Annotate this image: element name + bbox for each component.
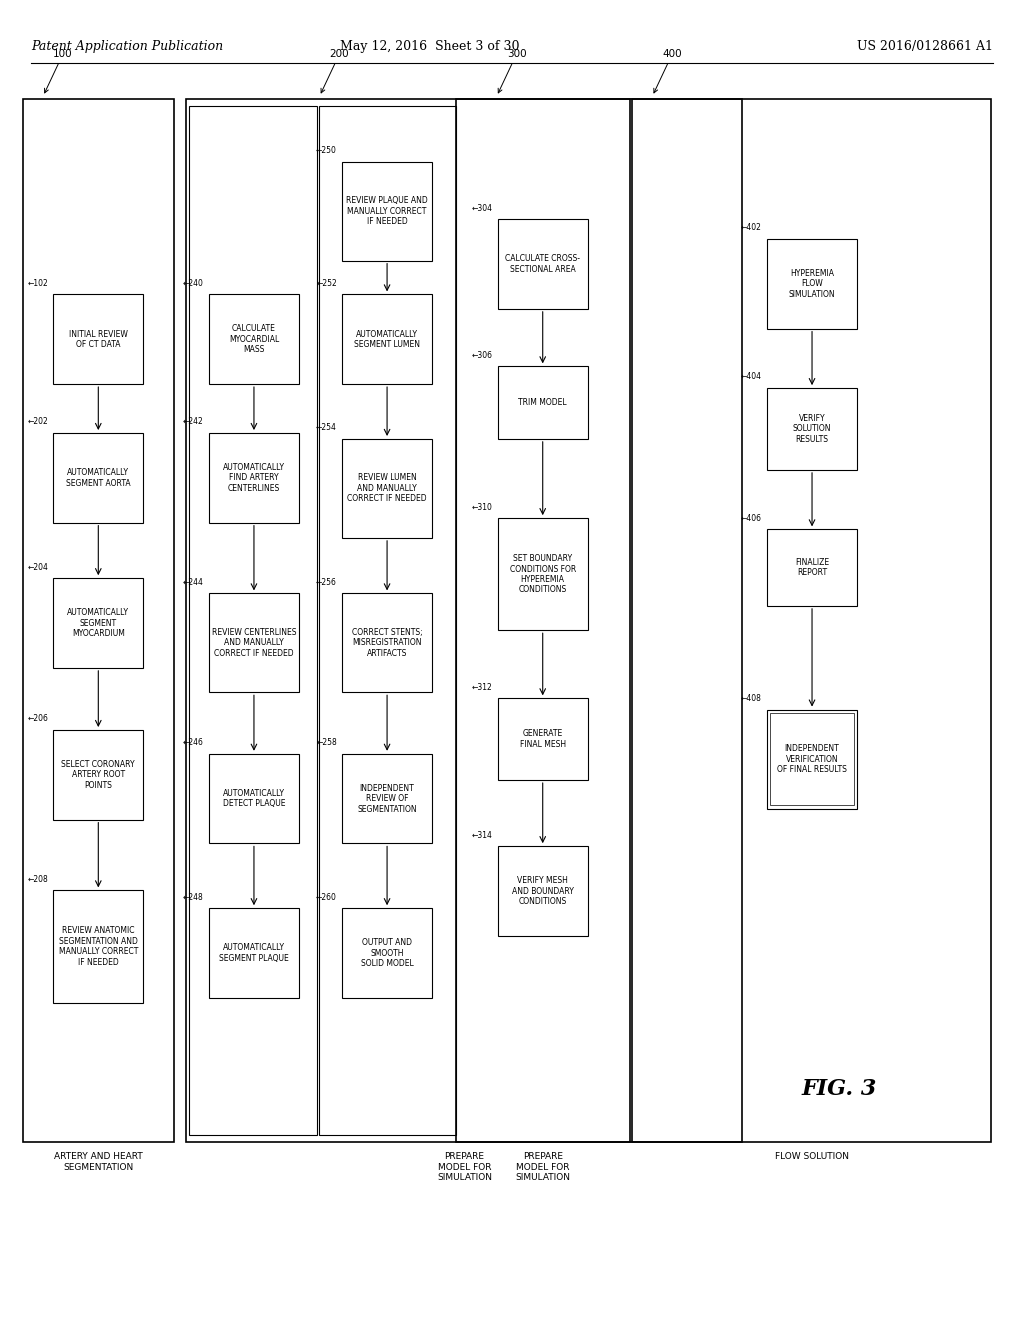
Text: REVIEW LUMEN
AND MANUALLY
CORRECT IF NEEDED: REVIEW LUMEN AND MANUALLY CORRECT IF NEE… <box>347 474 427 503</box>
Text: ←310: ←310 <box>472 503 493 512</box>
Text: AUTOMATICALLY
SEGMENT
MYOCARDIUM: AUTOMATICALLY SEGMENT MYOCARDIUM <box>68 609 129 638</box>
Text: GENERATE
FINAL MESH: GENERATE FINAL MESH <box>519 730 566 748</box>
Text: ←306: ←306 <box>471 351 493 359</box>
Text: ←244: ←244 <box>183 578 204 586</box>
Text: FINALIZE
REPORT: FINALIZE REPORT <box>795 558 829 577</box>
Text: ←406: ←406 <box>740 513 762 523</box>
Text: INDEPENDENT
VERIFICATION
OF FINAL RESULTS: INDEPENDENT VERIFICATION OF FINAL RESULT… <box>777 744 847 774</box>
Text: ←404: ←404 <box>740 372 762 381</box>
Text: CALCULATE CROSS-
SECTIONAL AREA: CALCULATE CROSS- SECTIONAL AREA <box>505 255 581 273</box>
Text: ←102: ←102 <box>28 279 48 288</box>
FancyBboxPatch shape <box>342 294 432 384</box>
Bar <box>189 106 317 1135</box>
FancyBboxPatch shape <box>209 294 299 384</box>
Text: ←402: ←402 <box>741 223 762 232</box>
FancyBboxPatch shape <box>767 710 857 808</box>
Text: INITIAL REVIEW
OF CT DATA: INITIAL REVIEW OF CT DATA <box>69 330 128 348</box>
FancyBboxPatch shape <box>209 908 299 998</box>
Text: AUTOMATICALLY
DETECT PLAQUE: AUTOMATICALLY DETECT PLAQUE <box>222 789 286 808</box>
Text: REVIEW ANATOMIC
SEGMENTATION AND
MANUALLY CORRECT
IF NEEDED: REVIEW ANATOMIC SEGMENTATION AND MANUALL… <box>58 927 138 966</box>
Text: AUTOMATICALLY
SEGMENT LUMEN: AUTOMATICALLY SEGMENT LUMEN <box>354 330 420 348</box>
Text: ←246: ←246 <box>183 738 204 747</box>
Text: AUTOMATICALLY
SEGMENT AORTA: AUTOMATICALLY SEGMENT AORTA <box>66 469 131 487</box>
Text: ←204: ←204 <box>28 562 48 572</box>
Text: 200: 200 <box>321 49 349 92</box>
Text: US 2016/0128661 A1: US 2016/0128661 A1 <box>857 40 993 53</box>
Text: HYPEREMIA
FLOW
SIMULATION: HYPEREMIA FLOW SIMULATION <box>788 269 836 298</box>
Text: ←254: ←254 <box>316 424 337 433</box>
Text: PREPARE
MODEL FOR
SIMULATION: PREPARE MODEL FOR SIMULATION <box>437 1152 492 1183</box>
Text: FLOW SOLUTION: FLOW SOLUTION <box>774 1152 849 1162</box>
FancyBboxPatch shape <box>342 594 432 692</box>
Text: FIG. 3: FIG. 3 <box>802 1078 878 1100</box>
Text: ←248: ←248 <box>183 892 204 902</box>
FancyBboxPatch shape <box>209 754 299 843</box>
Text: AUTOMATICALLY
SEGMENT PLAQUE: AUTOMATICALLY SEGMENT PLAQUE <box>219 944 289 962</box>
Text: 100: 100 <box>44 49 73 92</box>
Text: May 12, 2016  Sheet 3 of 30: May 12, 2016 Sheet 3 of 30 <box>340 40 520 53</box>
FancyBboxPatch shape <box>767 388 857 470</box>
FancyBboxPatch shape <box>498 698 588 780</box>
Text: ←304: ←304 <box>471 203 493 213</box>
Text: ←250: ←250 <box>316 147 337 156</box>
Text: 400: 400 <box>653 49 682 92</box>
Text: VERIFY MESH
AND BOUNDARY
CONDITIONS: VERIFY MESH AND BOUNDARY CONDITIONS <box>512 876 573 906</box>
Text: ←258: ←258 <box>316 738 337 747</box>
FancyBboxPatch shape <box>209 594 299 692</box>
Text: TRIM MODEL: TRIM MODEL <box>518 399 567 407</box>
FancyBboxPatch shape <box>209 433 299 523</box>
FancyBboxPatch shape <box>342 162 432 261</box>
FancyBboxPatch shape <box>53 730 143 820</box>
FancyBboxPatch shape <box>342 754 432 843</box>
FancyBboxPatch shape <box>498 519 588 631</box>
Text: OUTPUT AND
SMOOTH
SOLID MODEL: OUTPUT AND SMOOTH SOLID MODEL <box>360 939 414 968</box>
Text: ←206: ←206 <box>28 714 48 723</box>
Bar <box>456 99 630 1142</box>
FancyBboxPatch shape <box>53 433 143 523</box>
Bar <box>23 99 174 1142</box>
Text: ←312: ←312 <box>472 682 493 692</box>
Bar <box>632 99 991 1142</box>
Text: ←252: ←252 <box>316 279 337 288</box>
Text: ←408: ←408 <box>741 694 762 702</box>
Text: INDEPENDENT
REVIEW OF
SEGMENTATION: INDEPENDENT REVIEW OF SEGMENTATION <box>357 784 417 813</box>
Text: ←208: ←208 <box>28 875 48 884</box>
Text: REVIEW CENTERLINES
AND MANUALLY
CORRECT IF NEEDED: REVIEW CENTERLINES AND MANUALLY CORRECT … <box>212 628 296 657</box>
Text: ARTERY AND HEART
SEGMENTATION: ARTERY AND HEART SEGMENTATION <box>54 1152 142 1172</box>
FancyBboxPatch shape <box>767 529 857 606</box>
Bar <box>186 99 742 1142</box>
Text: AUTOMATICALLY
FIND ARTERY
CENTERLINES: AUTOMATICALLY FIND ARTERY CENTERLINES <box>223 463 285 492</box>
FancyBboxPatch shape <box>767 239 857 329</box>
Text: 300: 300 <box>498 49 526 92</box>
FancyBboxPatch shape <box>53 891 143 1003</box>
FancyBboxPatch shape <box>53 294 143 384</box>
Text: SELECT CORONARY
ARTERY ROOT
POINTS: SELECT CORONARY ARTERY ROOT POINTS <box>61 760 135 789</box>
Text: ←260: ←260 <box>316 892 337 902</box>
Text: CORRECT STENTS;
MISREGISTRATION
ARTIFACTS: CORRECT STENTS; MISREGISTRATION ARTIFACT… <box>352 628 422 657</box>
Text: ←314: ←314 <box>472 830 493 840</box>
Text: REVIEW PLAQUE AND
MANUALLY CORRECT
IF NEEDED: REVIEW PLAQUE AND MANUALLY CORRECT IF NE… <box>346 197 428 226</box>
FancyBboxPatch shape <box>342 438 432 539</box>
Text: PREPARE
MODEL FOR
SIMULATION: PREPARE MODEL FOR SIMULATION <box>515 1152 570 1183</box>
Bar <box>319 106 456 1135</box>
Text: ←202: ←202 <box>28 417 48 426</box>
Text: SET BOUNDARY
CONDITIONS FOR
HYPEREMIA
CONDITIONS: SET BOUNDARY CONDITIONS FOR HYPEREMIA CO… <box>510 554 575 594</box>
FancyBboxPatch shape <box>53 578 143 668</box>
Text: Patent Application Publication: Patent Application Publication <box>31 40 223 53</box>
FancyBboxPatch shape <box>498 219 588 309</box>
Text: CALCULATE
MYOCARDIAL
MASS: CALCULATE MYOCARDIAL MASS <box>228 325 280 354</box>
FancyBboxPatch shape <box>498 366 588 438</box>
FancyBboxPatch shape <box>498 846 588 936</box>
Text: VERIFY
SOLUTION
RESULTS: VERIFY SOLUTION RESULTS <box>793 414 831 444</box>
FancyBboxPatch shape <box>342 908 432 998</box>
Text: ←256: ←256 <box>316 578 337 586</box>
Text: ←242: ←242 <box>183 417 204 426</box>
Text: ←240: ←240 <box>183 279 204 288</box>
